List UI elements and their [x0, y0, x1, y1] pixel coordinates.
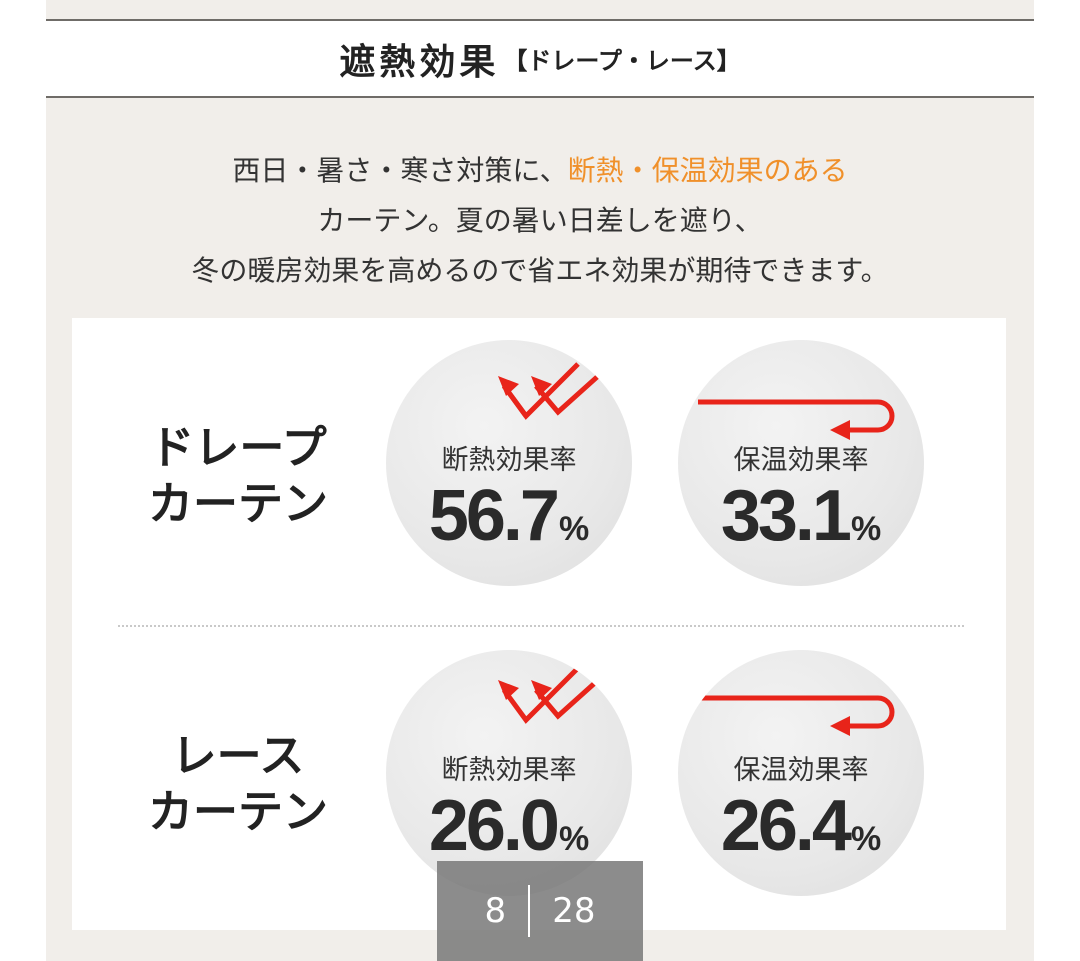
- section-title: 遮熱効果: [339, 41, 500, 83]
- pager-total: 28: [552, 891, 596, 931]
- pager-separator: [528, 885, 531, 937]
- warmth-value: 26.4%: [678, 785, 924, 867]
- pager-current: 8: [484, 891, 507, 931]
- row-label-line-1: レース: [171, 729, 305, 782]
- warmth-label: 保温効果率: [733, 755, 869, 786]
- percent-sign: %: [850, 820, 882, 858]
- intro-line-1-prefix: 西日・暑さ・寒さ対策に、: [232, 154, 568, 187]
- row-label-line-1: ドレープ: [149, 421, 327, 474]
- reflect-arrows-icon: [498, 358, 618, 420]
- intro-line-1: 西日・暑さ・寒さ対策に、断熱・保温効果のある: [46, 146, 1034, 196]
- return-arrow-icon: [698, 695, 895, 736]
- insulation-label: 断熱効果率: [441, 755, 577, 786]
- insulation-circle-drape: 断熱効果率 56.7%: [386, 340, 632, 586]
- percent-sign: %: [850, 510, 882, 548]
- intro-accent-text: 断熱・保温効果のある: [567, 154, 848, 187]
- header-top-rule: [46, 19, 1034, 21]
- warmth-number: 26.4: [720, 786, 852, 866]
- intro-text: 西日・暑さ・寒さ対策に、断熱・保温効果のある カーテン。夏の暑い日差しを遮り、 …: [46, 146, 1034, 296]
- image-pager[interactable]: 8 28: [437, 861, 643, 961]
- warmth-number: 33.1: [720, 476, 852, 556]
- row-label-drape: ドレープ カーテン: [128, 420, 348, 532]
- warmth-label: 保温効果率: [733, 445, 869, 476]
- insulation-value: 56.7%: [386, 475, 632, 557]
- section-header: 遮熱効果 【ドレープ・レース】: [46, 21, 1034, 96]
- row-label-lace: レース カーテン: [128, 728, 348, 840]
- warmth-value: 33.1%: [678, 475, 924, 557]
- insulation-number: 26.0: [428, 786, 560, 866]
- warmth-circle-drape: 保温効果率 33.1%: [678, 340, 924, 586]
- insulation-circle-lace: 断熱効果率 26.0%: [386, 650, 632, 896]
- row-label-line-2: カーテン: [147, 477, 328, 530]
- row-divider: [118, 625, 964, 627]
- insulation-label: 断熱効果率: [441, 445, 577, 476]
- insulation-number: 56.7: [428, 476, 560, 556]
- header-bottom-rule: [46, 96, 1034, 98]
- return-arrow-icon: [698, 399, 895, 440]
- percent-sign: %: [558, 510, 590, 548]
- warmth-circle-lace: 保温効果率 26.4%: [678, 650, 924, 896]
- reflect-arrows-icon: [498, 662, 618, 724]
- intro-line-2: カーテン。夏の暑い日差しを遮り、: [317, 204, 763, 237]
- percent-sign: %: [558, 820, 590, 858]
- insulation-value: 26.0%: [386, 785, 632, 867]
- intro-line-3: 冬の暖房効果を高めるので省エネ効果が期待できます。: [191, 254, 889, 287]
- row-label-line-2: カーテン: [147, 785, 328, 838]
- section-subtitle: 【ドレープ・レース】: [503, 47, 741, 75]
